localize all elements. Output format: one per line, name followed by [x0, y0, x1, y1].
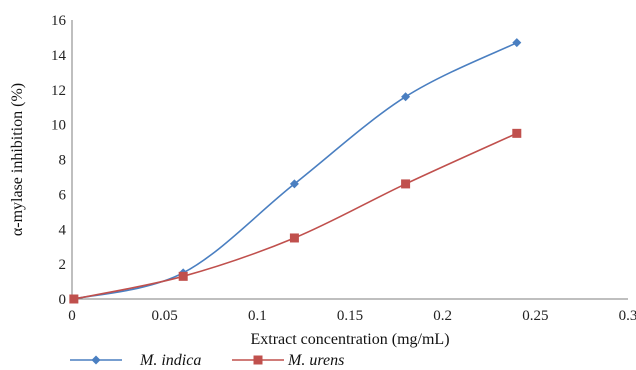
data-point — [178, 271, 188, 281]
series-m-urens — [69, 128, 522, 304]
series-m-indica — [69, 38, 522, 304]
y-tick-labels: 0 2 4 6 8 10 12 14 16 — [51, 13, 67, 308]
x-tick-label: 0.15 — [337, 308, 363, 324]
y-tick-label: 10 — [51, 118, 66, 134]
data-point — [512, 38, 522, 48]
y-tick-label: 2 — [59, 257, 67, 273]
x-tick-label: 0.05 — [152, 308, 178, 324]
legend-label-m-indica: M. indica — [139, 352, 201, 369]
y-tick-label: 8 — [59, 153, 67, 169]
y-tick-label: 14 — [51, 48, 67, 64]
data-point — [401, 92, 411, 102]
x-axis-title: Extract concentration (mg/mL) — [250, 331, 449, 348]
series-layer — [69, 38, 522, 304]
legend-item-m-indica: M. indica — [70, 352, 201, 369]
data-point — [69, 294, 79, 304]
series-line-m-indica — [73, 41, 518, 300]
data-point — [401, 179, 411, 189]
legend-marker-diamond — [91, 355, 101, 365]
y-tick-label: 12 — [51, 83, 66, 99]
series-line-m-urens — [73, 132, 518, 300]
x-tick-label: 0 — [68, 308, 76, 324]
data-point — [289, 179, 299, 189]
legend-label-m-urens: M. urens — [287, 352, 344, 369]
x-tick-label: 0.3 — [619, 308, 636, 324]
chart-axes — [71, 20, 628, 300]
data-point — [289, 233, 299, 243]
y-tick-label: 4 — [59, 222, 67, 238]
legend: M. indica M. urens — [70, 352, 344, 369]
data-point — [512, 128, 522, 138]
legend-marker-square — [253, 355, 263, 365]
y-axis-title: α-mylase inhibition (%) — [9, 83, 26, 236]
x-tick-labels: 0 0.05 0.1 0.15 0.2 0.25 0.3 — [68, 308, 636, 324]
x-tick-label: 0.2 — [433, 308, 452, 324]
y-tick-label: 0 — [59, 292, 67, 308]
x-tick-label: 0.25 — [522, 308, 548, 324]
legend-item-m-urens: M. urens — [232, 352, 344, 369]
x-tick-label: 0.1 — [248, 308, 267, 324]
y-tick-label: 16 — [51, 13, 67, 29]
y-tick-label: 6 — [59, 187, 67, 203]
